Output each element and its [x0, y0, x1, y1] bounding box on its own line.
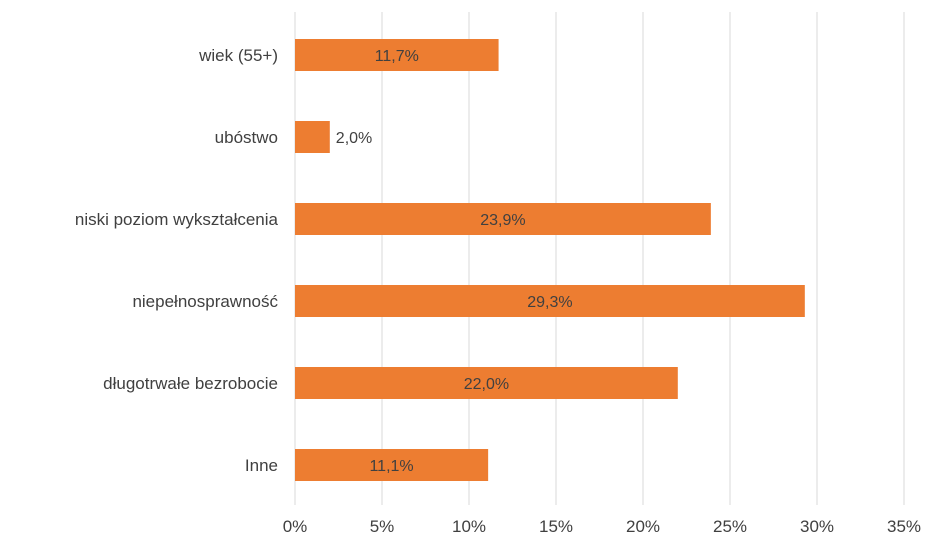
x-tick-label: 5% [370, 517, 395, 536]
category-label: niepełnosprawność [132, 292, 278, 311]
bars [295, 39, 805, 481]
category-label: ubóstwo [215, 128, 278, 147]
bar [295, 121, 330, 153]
x-tick-label: 0% [283, 517, 308, 536]
data-labels: 11,7% 2,0% 23,9% 29,3% 22,0% 11,1% [336, 48, 573, 475]
category-label: Inne [245, 456, 278, 475]
bar [295, 367, 678, 399]
category-labels: wiek (55+) ubóstwo niski poziom wykształce… [75, 46, 279, 475]
x-tick-label: 25% [713, 517, 747, 536]
data-label: 22,0% [464, 376, 509, 393]
data-label: 23,9% [480, 212, 525, 229]
x-tick-label: 20% [626, 517, 660, 536]
gridlines [294, 12, 905, 505]
category-label: długotrwałe bezrobocie [103, 374, 278, 393]
data-label: 11,1% [369, 458, 413, 475]
category-label: wiek (55+) [198, 46, 278, 65]
bar [295, 285, 805, 317]
data-label: 29,3% [527, 294, 572, 311]
category-label: niski poziom wykształcenia [75, 210, 279, 229]
x-tick-label: 10% [452, 517, 486, 536]
x-tick-label: 15% [539, 517, 573, 536]
data-label: 2,0% [336, 130, 372, 147]
x-tick-label: 30% [800, 517, 834, 536]
bar [295, 203, 711, 235]
x-axis-ticks: 0% 5% 10% 15% 20% 25% 30% 35% [283, 517, 921, 536]
x-tick-label: 35% [887, 517, 921, 536]
bar [295, 39, 499, 71]
bar [295, 449, 489, 481]
data-label: 11,7% [375, 48, 419, 65]
